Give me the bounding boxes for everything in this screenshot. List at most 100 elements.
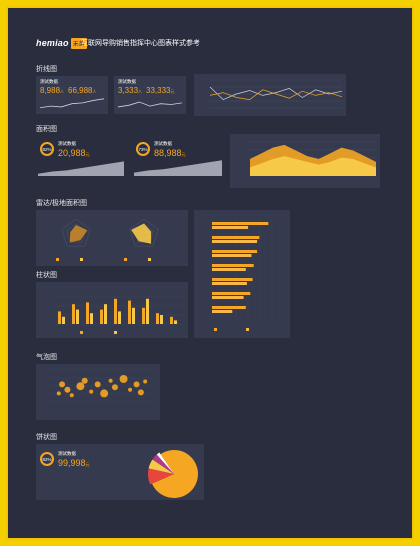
bubble (137, 389, 144, 396)
legend-swatch (148, 258, 151, 261)
bar (212, 264, 254, 267)
pie-slice (152, 454, 174, 474)
area-card-2-badge: 73% (136, 142, 150, 156)
bubble (100, 389, 109, 398)
series-line (39, 98, 105, 109)
pie-slice (148, 459, 174, 474)
bar (90, 313, 93, 324)
value-text: 88,988 (154, 148, 182, 158)
bar (58, 311, 61, 324)
radar-grid (61, 218, 91, 247)
line-card-1-value-1: 8,988人 (40, 86, 64, 95)
radar-panel (36, 210, 188, 266)
area-fill (38, 161, 124, 176)
bubble (94, 381, 101, 388)
legend-swatch (246, 328, 249, 331)
area-card-1: 82% 测试数据 20,988元 (36, 136, 126, 178)
value-text: 33,333 (146, 86, 171, 95)
bar (212, 296, 244, 299)
area-card-1-chart (38, 161, 124, 176)
unit-text: 人 (60, 89, 65, 94)
section-title-bubble: 气泡图 (36, 354, 57, 361)
bar (72, 304, 75, 324)
section-title-pie: 饼状图 (36, 434, 57, 441)
series-line-1 (209, 89, 343, 100)
line-card-2-chart (117, 101, 183, 108)
bar (76, 309, 79, 324)
area-card-2: 73% 测试数据 88,988元 (132, 136, 224, 178)
pie-card-value: 99,998元 (58, 458, 90, 468)
unit-text: 元 (85, 152, 90, 157)
bar (146, 298, 149, 324)
bubble (64, 386, 71, 393)
bar (118, 311, 121, 324)
pie-slice (156, 452, 174, 474)
bubble (128, 387, 133, 392)
bar (174, 320, 177, 324)
bar (212, 240, 258, 243)
bubble (143, 379, 148, 384)
bar (212, 282, 247, 285)
area-card-2-chart (134, 160, 222, 176)
line-card-2-label: 测试数据 (118, 79, 136, 84)
bubble (69, 393, 74, 398)
line-chart-panel (194, 74, 346, 116)
value-text: 8,988 (40, 86, 61, 95)
pie-panel: 82% 测试数据 99,998元 (36, 444, 204, 500)
bubble (59, 381, 66, 388)
line-card-1: 测试数据 8,988人 66,988人 (36, 76, 108, 114)
hbar-panel (194, 210, 290, 338)
pie-slice (152, 450, 199, 498)
radar-charts (56, 218, 159, 261)
line-card-2-value-1: 3,333人 (118, 86, 142, 95)
unit-text: 元 (170, 89, 175, 94)
bar (104, 304, 107, 324)
horizontal-bar-chart (211, 218, 273, 331)
vbar-panel (36, 282, 188, 338)
bar (212, 222, 269, 225)
bubble (119, 375, 128, 383)
bar (100, 309, 103, 324)
bubble (56, 391, 61, 396)
section-title-bar: 柱状图 (36, 272, 57, 279)
value-text: 66,988 (68, 86, 93, 95)
bar (212, 250, 258, 253)
line-card-2-value-2: 33,333元 (146, 86, 174, 95)
bar (212, 310, 233, 313)
series-line-0 (209, 86, 343, 101)
series-line (117, 101, 183, 108)
bubble-chart (48, 369, 156, 403)
section-title-radar: 雷达/极地面积图 (36, 200, 87, 207)
line-card-1-value-2: 66,988人 (68, 86, 96, 95)
value-text: 20,988 (58, 148, 86, 158)
line-card-2: 测试数据 3,333人 33,333元 (114, 76, 186, 114)
radar-grid (129, 218, 159, 247)
area-chart (250, 141, 376, 176)
bar (212, 306, 246, 309)
vertical-bar-chart (52, 287, 184, 334)
radar-area-1 (131, 223, 152, 244)
bar (212, 278, 253, 281)
legend-swatch (114, 331, 117, 334)
bubble (89, 389, 94, 394)
legend-swatch (124, 258, 127, 261)
brand-logo: hemiao 禾苗 (36, 37, 87, 49)
unit-text: 人 (92, 89, 97, 94)
bar (142, 307, 145, 324)
unit-text: 元 (181, 152, 186, 157)
bar (212, 236, 260, 239)
pie-card-label: 测试数据 (58, 451, 76, 456)
bubble (76, 382, 85, 391)
line-chart (209, 79, 343, 109)
value-text: 3,333 (118, 86, 139, 95)
bubble (111, 384, 118, 391)
area-fill (134, 160, 222, 176)
line-card-1-label: 测试数据 (40, 79, 58, 84)
bar (212, 268, 246, 271)
bubble (81, 377, 88, 384)
bar (86, 302, 89, 324)
section-title-line: 折线图 (36, 66, 57, 73)
bar (128, 300, 131, 324)
area-chart-panel (230, 134, 380, 188)
bubble-panel (36, 364, 160, 420)
